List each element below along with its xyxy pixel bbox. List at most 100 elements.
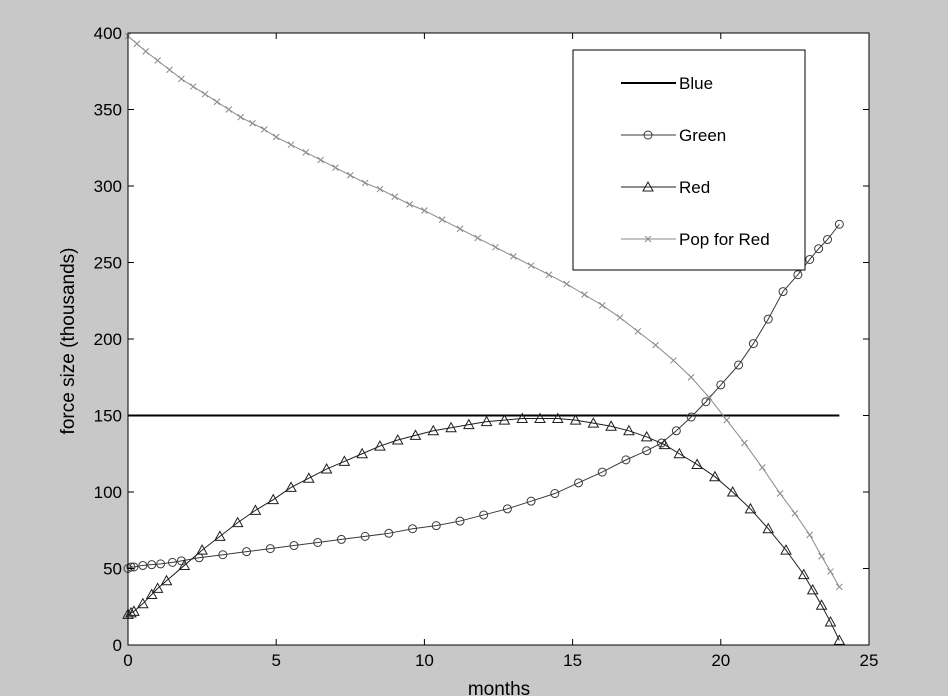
data-point-green xyxy=(218,550,228,560)
data-point-pop-for-red xyxy=(260,126,268,133)
data-point-pop-for-red xyxy=(189,83,197,90)
data-point-pop-for-red xyxy=(527,262,535,269)
data-point-green xyxy=(686,412,696,422)
data-point-red xyxy=(797,568,810,580)
data-point-pop-for-red xyxy=(302,148,310,156)
legend-marker xyxy=(642,180,654,192)
y-tick-label: 50 xyxy=(103,560,122,579)
data-point-green xyxy=(408,524,418,534)
data-point-green xyxy=(748,339,758,349)
data-point-green xyxy=(834,219,844,229)
data-point-green xyxy=(138,560,148,570)
data-point-pop-for-red xyxy=(598,301,606,309)
legend: Blue Green Red Pop for Red xyxy=(572,49,806,271)
data-point-green xyxy=(431,521,441,531)
legend-item-red: Red xyxy=(621,178,710,197)
data-point-pop-for-red xyxy=(791,510,799,517)
data-point-red xyxy=(160,574,173,586)
series-red xyxy=(122,412,846,645)
data-point-red xyxy=(744,502,757,514)
data-point-pop-for-red xyxy=(376,185,384,193)
data-point-red xyxy=(587,417,600,428)
legend-label: Green xyxy=(679,126,726,145)
y-axis-ticks: 0 50 100 150 200 250 300 350 400 xyxy=(94,24,869,655)
legend-item-pop-for-red: Pop for Red xyxy=(621,230,770,249)
data-point-red xyxy=(391,433,404,445)
data-point-pop-for-red xyxy=(758,464,766,471)
data-point-green xyxy=(242,547,252,557)
data-point-green xyxy=(823,235,833,245)
data-point-red xyxy=(320,463,333,474)
legend-label: Blue xyxy=(679,74,713,93)
data-point-green xyxy=(671,426,681,436)
data-point-red xyxy=(128,605,140,616)
data-point-red xyxy=(623,424,635,436)
data-point-green xyxy=(597,467,607,477)
data-point-green xyxy=(701,397,711,407)
data-point-pop-for-red xyxy=(249,119,256,127)
data-point-green xyxy=(621,455,631,465)
data-point-pop-for-red xyxy=(687,373,695,381)
legend-item-green: Green xyxy=(621,126,726,145)
data-point-red xyxy=(214,530,226,541)
data-point-green xyxy=(716,380,726,390)
data-point-pop-for-red xyxy=(492,243,499,251)
data-point-green xyxy=(502,504,512,514)
data-point-green xyxy=(778,287,788,297)
data-point-pop-for-red xyxy=(836,583,843,591)
data-point-pop-for-red xyxy=(237,113,244,121)
data-point-red xyxy=(498,414,511,425)
data-point-pop-for-red xyxy=(509,253,517,260)
legend-marker xyxy=(643,130,653,140)
series-line-red xyxy=(127,418,840,641)
data-point-green xyxy=(763,314,773,324)
data-point-pop-for-red xyxy=(827,568,834,575)
data-point-red xyxy=(356,447,369,459)
data-point-red xyxy=(445,421,457,433)
data-point-red xyxy=(196,544,208,555)
x-tick-label: 0 xyxy=(123,651,132,670)
data-point-green xyxy=(734,360,744,370)
legend-box xyxy=(572,49,806,271)
data-point-pop-for-red xyxy=(361,179,369,187)
data-point-pop-for-red xyxy=(670,357,677,364)
y-tick-label: 250 xyxy=(94,254,122,273)
data-point-red xyxy=(709,470,721,482)
series-line-green xyxy=(127,223,840,569)
series-green xyxy=(123,219,844,573)
data-point-red xyxy=(673,447,686,459)
legend-label: Red xyxy=(679,178,710,197)
data-point-pop-for-red xyxy=(317,156,325,164)
data-point-pop-for-red xyxy=(201,90,209,98)
data-point-pop-for-red xyxy=(406,201,413,208)
data-point-red xyxy=(409,429,422,440)
data-point-red xyxy=(833,634,846,645)
data-point-red xyxy=(569,414,582,425)
data-point-green xyxy=(129,562,139,572)
data-point-red xyxy=(285,481,297,492)
data-point-green xyxy=(313,537,323,547)
data-point-red xyxy=(516,412,529,424)
x-tick-label: 25 xyxy=(860,651,879,670)
y-tick-label: 150 xyxy=(94,407,122,426)
y-tick-label: 350 xyxy=(94,101,122,120)
data-point-pop-for-red xyxy=(287,141,295,149)
y-tick-label: 0 xyxy=(113,636,122,655)
data-point-green xyxy=(126,562,136,572)
data-point-green xyxy=(642,446,652,456)
data-point-green xyxy=(550,489,560,499)
data-point-green xyxy=(455,516,465,526)
data-point-red xyxy=(267,493,280,505)
data-point-pop-for-red xyxy=(177,75,185,83)
data-point-red xyxy=(815,599,828,610)
legend-item-blue: Blue xyxy=(621,74,713,93)
data-point-red xyxy=(640,430,653,442)
data-point-red xyxy=(231,516,244,528)
data-point-red xyxy=(762,522,775,534)
data-point-green xyxy=(147,560,157,570)
data-point-red xyxy=(534,412,546,424)
data-point-pop-for-red xyxy=(133,40,141,48)
data-point-pop-for-red xyxy=(723,416,731,424)
data-point-green xyxy=(805,254,815,264)
